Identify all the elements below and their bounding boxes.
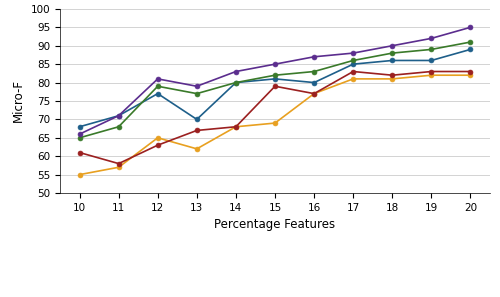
SIW-APSO	[428, 37, 434, 40]
CHI	[116, 162, 121, 165]
IG	[311, 92, 317, 95]
CHI	[76, 151, 82, 154]
Line: CHI: CHI	[77, 69, 473, 166]
PSO	[390, 51, 396, 55]
GA	[194, 118, 200, 121]
IG	[428, 73, 434, 77]
PSO	[468, 40, 473, 44]
GA	[468, 48, 473, 51]
GA	[350, 62, 356, 66]
IG	[350, 77, 356, 81]
PSO	[116, 125, 121, 129]
Y-axis label: Micro-F: Micro-F	[12, 80, 25, 122]
SIW-APSO	[311, 55, 317, 59]
IG	[194, 147, 200, 151]
IG	[76, 173, 82, 176]
SIW-APSO	[350, 51, 356, 55]
IG	[468, 73, 473, 77]
CHI	[154, 143, 160, 147]
CHI	[194, 129, 200, 132]
Line: IG: IG	[77, 73, 473, 177]
SIW-APSO	[272, 62, 278, 66]
SIW-APSO	[76, 132, 82, 136]
GA	[272, 77, 278, 81]
SIW-APSO	[390, 44, 396, 48]
GA	[154, 92, 160, 95]
IG	[116, 165, 121, 169]
SIW-APSO	[468, 26, 473, 29]
PSO	[350, 59, 356, 62]
PSO	[154, 84, 160, 88]
SIW-APSO	[116, 114, 121, 118]
CHI	[233, 125, 239, 129]
CHI	[390, 73, 396, 77]
IG	[154, 136, 160, 140]
CHI	[350, 70, 356, 73]
GA	[233, 81, 239, 84]
GA	[311, 81, 317, 84]
GA	[76, 125, 82, 129]
SIW-APSO	[154, 77, 160, 81]
Line: SIW-APSO: SIW-APSO	[77, 25, 473, 137]
Line: PSO: PSO	[77, 40, 473, 140]
Line: GA: GA	[77, 47, 473, 129]
Legend: IG, CHI, GA, PSO, SIW-APSO: IG, CHI, GA, PSO, SIW-APSO	[132, 294, 418, 297]
GA	[390, 59, 396, 62]
PSO	[76, 136, 82, 140]
X-axis label: Percentage Features: Percentage Features	[214, 218, 336, 231]
SIW-APSO	[194, 84, 200, 88]
PSO	[311, 70, 317, 73]
IG	[233, 125, 239, 129]
IG	[272, 121, 278, 125]
PSO	[233, 81, 239, 84]
IG	[390, 77, 396, 81]
CHI	[468, 70, 473, 73]
GA	[428, 59, 434, 62]
CHI	[311, 92, 317, 95]
CHI	[428, 70, 434, 73]
GA	[116, 114, 121, 118]
PSO	[428, 48, 434, 51]
PSO	[272, 73, 278, 77]
SIW-APSO	[233, 70, 239, 73]
PSO	[194, 92, 200, 95]
CHI	[272, 84, 278, 88]
